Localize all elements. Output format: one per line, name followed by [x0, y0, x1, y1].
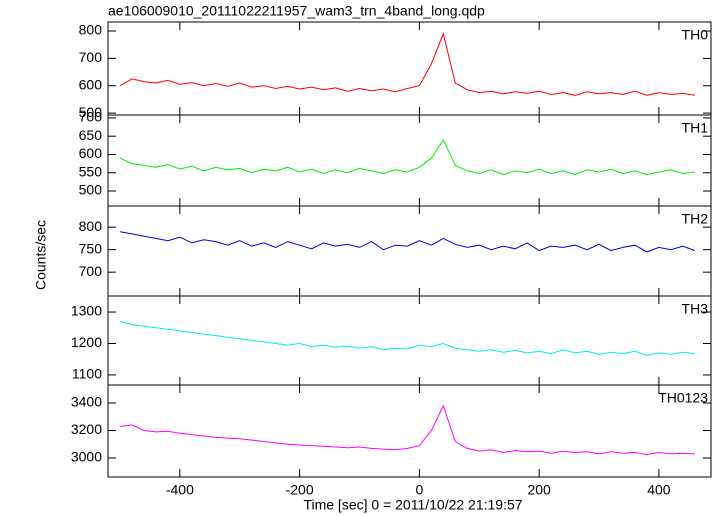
- panel-frame: [107, 384, 712, 478]
- x-tick-label: 400: [647, 482, 671, 498]
- y-tick-label: 800: [79, 218, 103, 234]
- y-tick-label: 3400: [71, 394, 102, 410]
- y-tick-label: 700: [79, 263, 103, 279]
- x-axis-label: Time [sec] 0 = 2011/10/22 21:19:57: [303, 497, 522, 513]
- x-tick-label: 200: [527, 482, 551, 498]
- panel-label: TH0123: [658, 390, 708, 406]
- y-tick-label: 650: [79, 127, 103, 143]
- y-tick-label: 3200: [71, 421, 102, 437]
- data-line: [119, 404, 695, 456]
- panel-label: TH2: [682, 211, 709, 227]
- y-tick-label: 550: [79, 163, 103, 179]
- x-tick-label: 0: [415, 482, 423, 498]
- panel-label: TH0: [682, 27, 709, 43]
- data-line: [119, 32, 695, 96]
- y-axis-label: Counts/sec: [33, 220, 49, 290]
- y-tick-label: 500: [79, 182, 103, 198]
- data-line: [119, 321, 695, 356]
- panel-frame: [107, 114, 712, 207]
- x-tick-label: -200: [286, 482, 314, 498]
- panel-label: TH3: [682, 301, 709, 317]
- y-tick-label: 700: [79, 49, 103, 65]
- y-tick-label: 1100: [72, 366, 102, 382]
- y-tick-label: 3000: [71, 449, 102, 465]
- y-tick-label: 600: [79, 76, 103, 92]
- chart-title: ae106009010_20111022211957_wam3_trn_4ban…: [108, 3, 485, 19]
- panel-frame: [107, 205, 712, 297]
- y-tick-label: 800: [79, 22, 103, 38]
- panel-frame: [107, 295, 712, 386]
- x-tick-label: -400: [166, 482, 194, 498]
- y-tick-label: 1300: [71, 303, 102, 319]
- y-tick-label: 750: [79, 240, 103, 256]
- panel-frame: [107, 21, 712, 116]
- data-line: [119, 231, 695, 253]
- data-line: [119, 138, 695, 176]
- y-tick-label: 600: [79, 145, 103, 161]
- y-tick-label: 1200: [71, 334, 102, 350]
- panel-label: TH1: [682, 120, 709, 136]
- y-tick-label: 700: [79, 109, 103, 125]
- y-tick-label: 500: [79, 104, 103, 120]
